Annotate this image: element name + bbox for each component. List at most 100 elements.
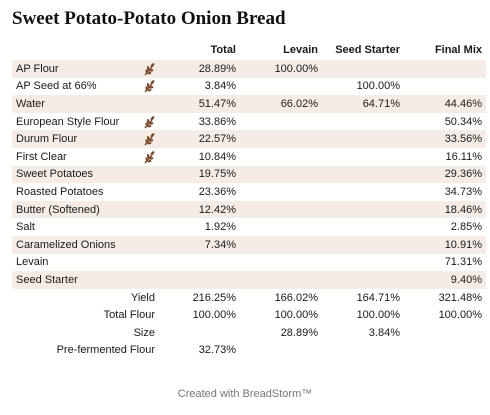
final-mix-value: 29.36% [404,165,486,184]
summary-seed-starter: 3.84% [368,326,400,339]
ingredient-name: Durum Flour [12,130,141,148]
summary-row: Total Flour 100.00% 100.00% 100.00% 100.00% [12,306,486,324]
header-seed-starter: Seed Starter [335,44,400,56]
wheat-icon [141,78,159,96]
summary-total: 32.73% [198,344,236,357]
total-value: 22.57% [159,130,240,148]
levain-value [240,113,322,131]
summary-seed-starter: 164.71% [356,291,400,304]
final-mix-value: 33.56% [404,130,486,148]
icon-cell [141,235,159,254]
summary-total [159,324,240,342]
ingredient-row: Seed Starter 9.40% [12,271,486,289]
ingredient-row: Sweet Potatoes 19.75% 29.36% [12,165,486,184]
seed-starter-value: 100.00% [356,80,400,93]
wheat-icon [141,60,159,78]
seed-starter-value [322,218,404,236]
ingredient-row: First Clear 10.84% 16.11% [12,148,486,166]
summary-levain [240,342,322,360]
levain-value [240,254,322,272]
wheat-icon [141,113,159,131]
seed-starter-value [322,200,404,219]
ingredient-name: Seed Starter [12,271,141,289]
summary-label: Yield [130,291,155,304]
ingredient-name: Levain [16,256,49,269]
summary-levain: 166.02% [274,291,318,304]
wheat-icon [141,148,159,166]
icon-cell [141,218,159,236]
summary-seed-starter [322,342,404,360]
icon-cell [141,200,159,219]
levain-value: 100.00% [240,60,322,78]
total-value: 3.84% [204,80,236,93]
header-total: Total [210,44,236,56]
ingredient-row: Salt 1.92% 2.85% [12,218,486,236]
total-value: 12.42% [159,200,240,219]
final-mix-value: 10.91% [404,235,486,254]
levain-value: 66.02% [240,95,322,113]
ingredient-row: AP Flour 28.89% 100.00% [12,60,486,78]
ingredient-name: AP Seed at 66% [16,80,97,93]
levain-value [240,130,322,148]
total-value: 28.89% [159,60,240,78]
ingredient-name: First Clear [16,150,67,163]
ingredient-row: Water 51.47% 66.02% 64.71% 44.46% [12,95,486,113]
levain-value [240,218,322,236]
icon-cell [141,165,159,184]
summary-label: Pre-fermented Flour [56,344,155,357]
levain-value [240,78,322,96]
levain-value [240,235,322,254]
total-value [159,271,240,289]
final-mix-value: 18.46% [404,200,486,219]
seed-starter-value: 64.71% [322,95,404,113]
summary-row: Yield 216.25% 166.02% 164.71% 321.48% [12,289,486,307]
ingredient-name: Butter (Softened) [12,200,141,219]
total-value: 10.84% [198,150,236,163]
summary-row: Pre-fermented Flour 32.73% [12,342,486,360]
final-mix-value: 34.73% [444,185,482,198]
summary-total: 216.25% [192,291,236,304]
header-final-mix: Final Mix [434,44,482,56]
levain-value [240,165,322,184]
ingredient-name: Water [12,95,141,113]
summary-total: 100.00% [192,309,236,322]
ingredient-name: Salt [16,221,35,234]
final-mix-value [404,60,486,78]
header-levain: Levain [283,44,318,56]
summary-label: Size [133,326,155,339]
levain-value [240,183,322,201]
final-mix-value [404,78,486,96]
levain-value [240,148,322,166]
seed-starter-value [322,235,404,254]
icon-cell [141,254,159,272]
summary-label: Total Flour [103,309,155,322]
ingredient-name: Caramelized Onions [12,235,141,254]
ingredient-row: Roasted Potatoes 23.36% 34.73% [12,183,486,201]
total-value [159,254,240,272]
seed-starter-value [322,254,404,272]
icon-cell [141,183,159,201]
final-mix-value: 16.11% [445,150,483,163]
formula-table: Total Levain Seed Starter Final Mix AP F… [12,40,486,359]
seed-starter-value [322,113,404,131]
ingredient-name: European Style Flour [16,115,120,128]
ingredient-row: Durum Flour 22.57% 33.56% [12,130,486,148]
ingredient-row: European Style Flour 33.86% 50.34% [12,113,486,131]
total-value: 1.92% [204,221,236,234]
icon-cell [141,95,159,113]
summary-row: Size 28.89% 3.84% [12,324,486,342]
ingredient-name: AP Flour [12,60,141,78]
final-mix-value: 44.46% [404,95,486,113]
footer-credit: Created with BreadStorm™ [177,388,313,400]
seed-starter-value [322,130,404,148]
summary-levain: 28.89% [280,326,318,339]
seed-starter-value [322,148,404,166]
total-value: 19.75% [159,165,240,184]
total-value: 23.36% [198,185,236,198]
ingredient-name: Roasted Potatoes [16,185,104,198]
final-mix-value: 71.31% [444,256,482,269]
ingredient-name: Sweet Potatoes [12,165,141,184]
final-mix-value: 2.85% [450,221,482,234]
summary-seed-starter: 100.00% [356,309,400,322]
wheat-icon [141,130,159,148]
